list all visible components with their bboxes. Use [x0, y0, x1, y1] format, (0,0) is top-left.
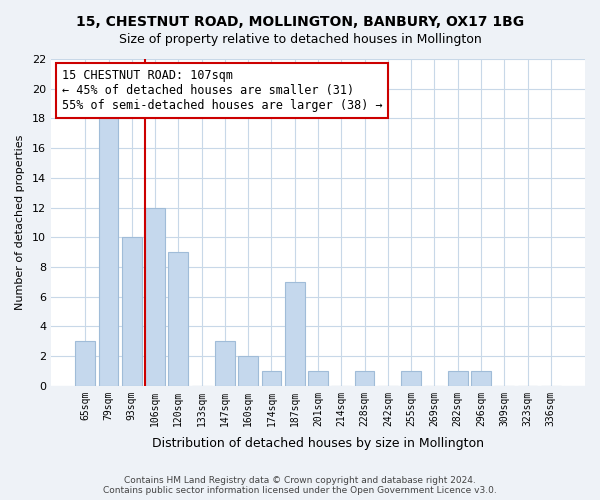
Bar: [471, 371, 491, 386]
Bar: [285, 282, 305, 386]
Bar: [401, 371, 421, 386]
X-axis label: Distribution of detached houses by size in Mollington: Distribution of detached houses by size …: [152, 437, 484, 450]
Y-axis label: Number of detached properties: Number of detached properties: [15, 134, 25, 310]
Bar: [215, 341, 235, 386]
Bar: [308, 371, 328, 386]
Bar: [262, 371, 281, 386]
Bar: [238, 356, 258, 386]
Text: 15 CHESTNUT ROAD: 107sqm
← 45% of detached houses are smaller (31)
55% of semi-d: 15 CHESTNUT ROAD: 107sqm ← 45% of detach…: [62, 69, 382, 112]
Bar: [122, 237, 142, 386]
Text: Size of property relative to detached houses in Mollington: Size of property relative to detached ho…: [119, 32, 481, 46]
Bar: [448, 371, 467, 386]
Bar: [98, 118, 118, 386]
Text: 15, CHESTNUT ROAD, MOLLINGTON, BANBURY, OX17 1BG: 15, CHESTNUT ROAD, MOLLINGTON, BANBURY, …: [76, 15, 524, 29]
Bar: [76, 341, 95, 386]
Bar: [355, 371, 374, 386]
Text: Contains HM Land Registry data © Crown copyright and database right 2024.
Contai: Contains HM Land Registry data © Crown c…: [103, 476, 497, 495]
Bar: [145, 208, 165, 386]
Bar: [169, 252, 188, 386]
